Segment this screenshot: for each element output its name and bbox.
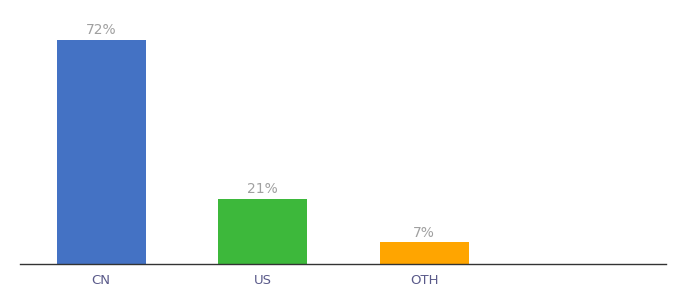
Bar (379, 242, 469, 264)
Text: 21%: 21% (248, 182, 278, 196)
Text: 72%: 72% (86, 23, 116, 38)
Bar (218, 199, 307, 264)
Text: 7%: 7% (413, 226, 435, 240)
Bar (56, 40, 146, 264)
